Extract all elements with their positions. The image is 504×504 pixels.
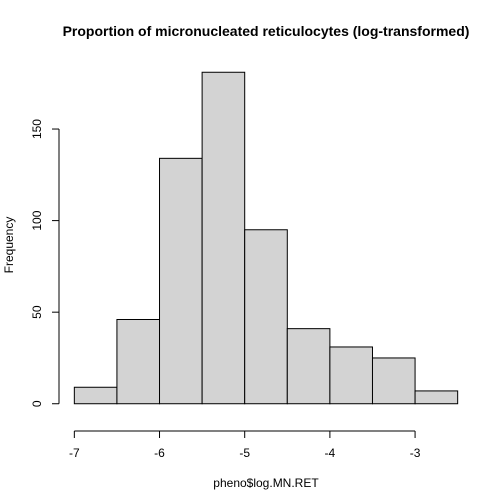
histogram-bar-5 [286, 328, 331, 405]
histogram-bar-3 [201, 71, 246, 405]
y-tick-label-3: 150 [30, 119, 44, 139]
x-axis: -7 -6 -5 -4 -3 [69, 430, 421, 460]
histogram-bar-4 [244, 229, 288, 405]
x-tick-label-0: -7 [69, 446, 80, 460]
x-tick-label-2: -5 [239, 446, 250, 460]
histogram-bar-7 [371, 357, 416, 405]
histogram-bar-6 [329, 346, 373, 405]
y-tick-label-1: 50 [30, 305, 44, 319]
histogram-bar-2 [159, 157, 203, 405]
histogram-bar-0 [73, 386, 118, 405]
y-axis: 0 50 100 150 [30, 119, 60, 407]
y-axis-label: Frequency [2, 217, 16, 274]
x-tick-label-4: -3 [410, 446, 421, 460]
y-tick-label-2: 100 [30, 210, 44, 230]
y-tick-label-0: 0 [30, 400, 44, 407]
histogram-bar-1 [116, 318, 161, 405]
histogram-bar-8 [414, 390, 459, 405]
x-tick-label-3: -4 [325, 446, 336, 460]
chart-title: Proportion of micronucleated reticulocyt… [63, 23, 470, 39]
x-tick-label-1: -6 [154, 446, 165, 460]
x-axis-label: pheno$log.MN.RET [213, 476, 319, 490]
bars-group [73, 71, 459, 405]
